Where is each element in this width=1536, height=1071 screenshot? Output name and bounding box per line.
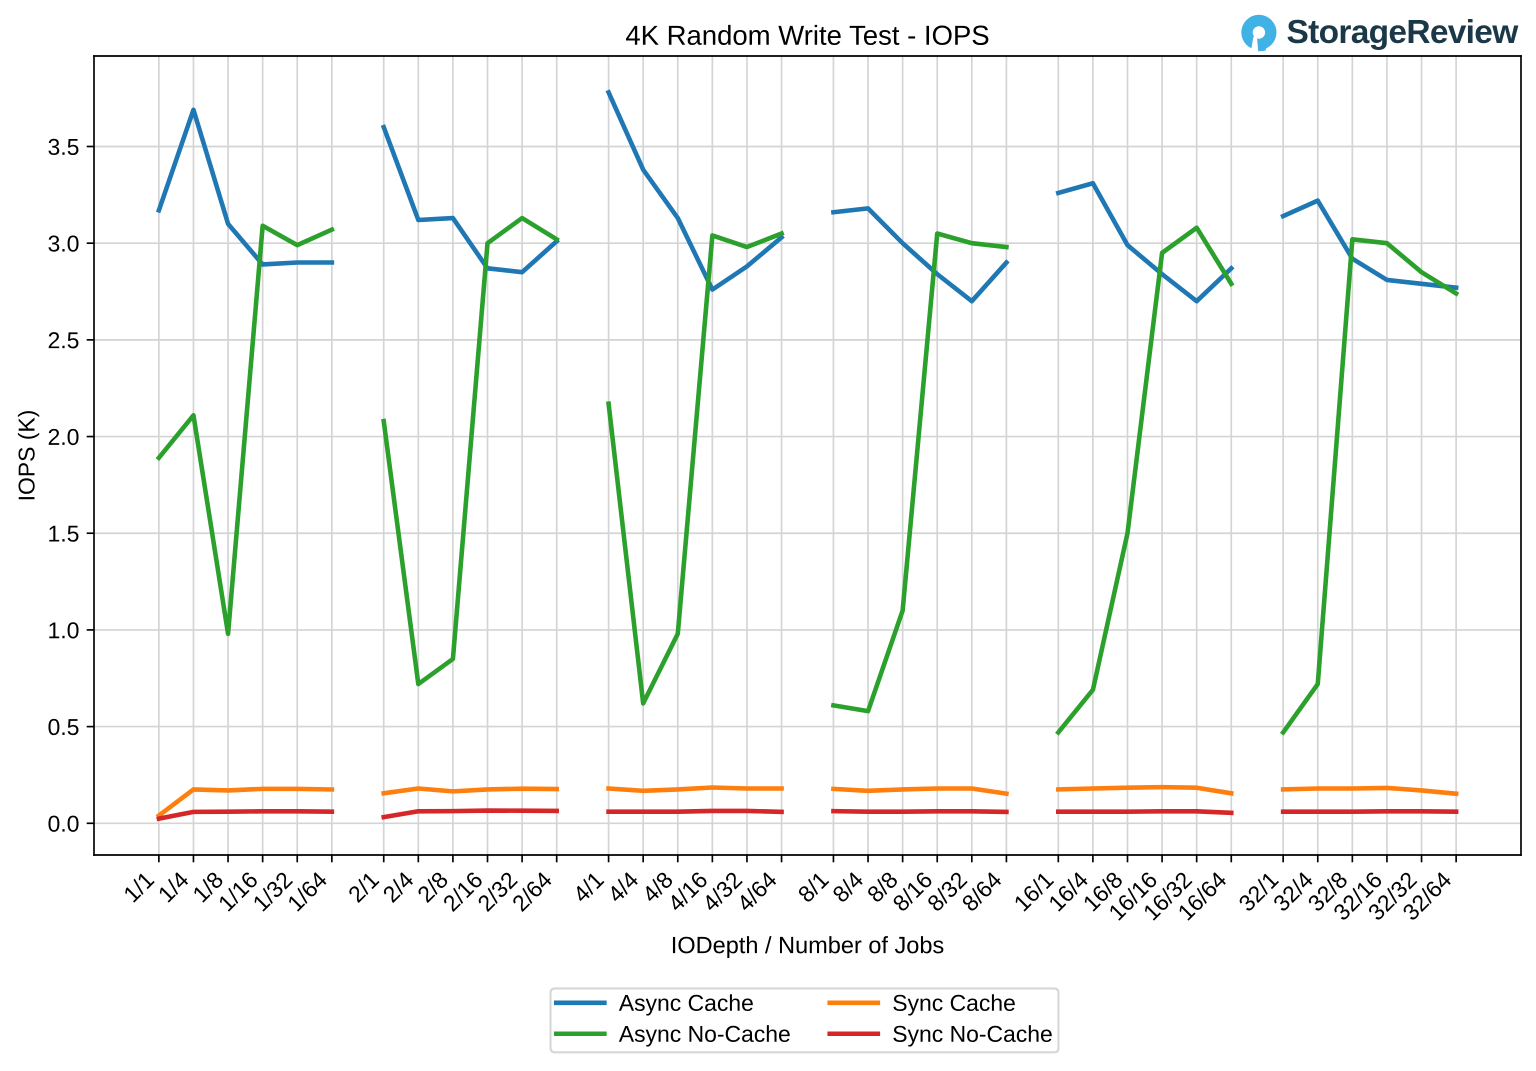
svg-text:StorageReview: StorageReview <box>1287 14 1520 51</box>
